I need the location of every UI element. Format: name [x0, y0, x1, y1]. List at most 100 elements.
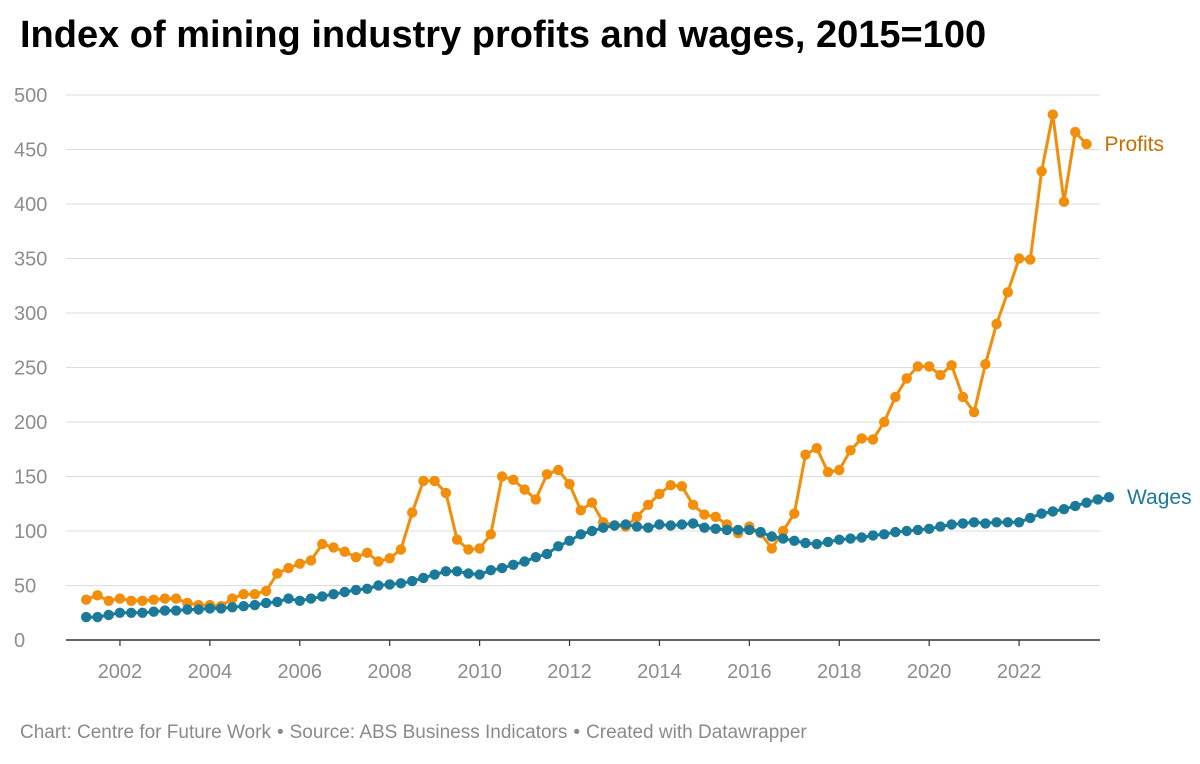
wages-data-point [856, 532, 867, 543]
wages-data-point [260, 597, 272, 609]
profits-data-point [103, 595, 114, 606]
profits-data-point [227, 593, 238, 604]
wages-data-point [373, 580, 384, 591]
profits-data-point [407, 507, 418, 518]
profits-data-point [553, 464, 564, 476]
profits-data-point [1047, 109, 1059, 120]
profits-data-point [631, 511, 643, 522]
x-tick-label: 2004 [188, 661, 233, 683]
y-tick-label: 400 [14, 194, 47, 216]
wages-data-point [1058, 504, 1070, 515]
profits-data-point [541, 469, 553, 480]
wages-data-point [890, 526, 901, 538]
profits-data-point [81, 594, 92, 605]
profits-data-point [395, 544, 407, 555]
wages-data-point [182, 604, 193, 615]
wages-data-point [407, 575, 418, 587]
wages-data-point [980, 518, 991, 529]
wages-data-point [609, 520, 620, 531]
wages-data-point [126, 607, 137, 618]
wages-data-point [755, 526, 766, 538]
x-tick-label: 2008 [367, 661, 412, 683]
wages-data-point [1036, 508, 1047, 519]
profits-data-point [879, 416, 890, 428]
profits-data-point [126, 595, 137, 606]
footer-separator: • [573, 722, 581, 743]
y-tick-label: 50 [14, 576, 36, 598]
profits-data-point [519, 484, 530, 495]
profits-data-point [418, 475, 429, 487]
profits-data-point [339, 546, 350, 557]
wages-data-point [1081, 497, 1092, 508]
profits-data-point [1036, 166, 1047, 177]
y-tick-label: 200 [14, 412, 47, 434]
profits-data-point [676, 481, 688, 492]
y-tick-label: 100 [14, 521, 47, 543]
profits-data-point [451, 534, 463, 545]
profits-data-point [283, 562, 294, 574]
profits-data-point [508, 474, 519, 485]
profits-data-point [822, 466, 834, 478]
wages-data-point [440, 566, 452, 577]
wages-data-point [968, 517, 980, 528]
y-tick-label: 150 [14, 467, 47, 489]
x-tick-label: 2012 [547, 661, 592, 683]
wages-data-point [991, 517, 1002, 528]
chart-footer: Chart: Centre for Future Work • Source: AB… [20, 722, 807, 744]
profits-data-point [1070, 126, 1081, 138]
series [81, 109, 1115, 623]
wages-data-point [249, 599, 260, 611]
wages-data-point [789, 535, 800, 546]
profits-data-point [980, 359, 991, 370]
wages-data-point [676, 519, 688, 530]
wages-data-point [170, 605, 182, 616]
axes: 0 50 100 150 200 250 300 350 400 450 500 2002 2004 20… [14, 85, 1100, 683]
wages-data-point [879, 529, 890, 540]
profits-data-point [586, 497, 598, 508]
wages-data-point [800, 537, 811, 549]
wages-data-point [553, 541, 564, 552]
profits-data-point [789, 508, 800, 519]
profits-data-point [946, 360, 957, 371]
profits-data-point [148, 594, 159, 605]
wages-data-point [227, 602, 238, 613]
profits-data-point [699, 509, 710, 520]
profits-data-point [890, 391, 901, 403]
wages-data-point [92, 611, 103, 623]
profits-data-point [260, 585, 272, 597]
profits-data-point [845, 445, 856, 456]
profits-data-point [384, 553, 395, 564]
wages-data-point [1025, 512, 1036, 524]
wages-data-point [238, 601, 249, 612]
wages-data-point [418, 572, 429, 584]
profits-data-point [1081, 138, 1092, 150]
wages-data-point [631, 521, 643, 532]
x-tick-label: 2006 [278, 661, 323, 683]
wages-data-point [912, 524, 924, 536]
profits-data-point [575, 505, 586, 516]
profits-data-point [305, 555, 317, 566]
profits-data-point [687, 499, 699, 510]
wages-data-point [474, 569, 485, 580]
wages-data-point [901, 525, 912, 537]
profits-data-point [935, 369, 946, 381]
wages-data-point [957, 518, 969, 529]
profits-data-point [856, 433, 867, 444]
wages-data-point [148, 606, 159, 617]
wages-data-point [598, 522, 609, 533]
wages-data-point [305, 593, 317, 604]
wages-data-point [1047, 506, 1059, 517]
profits-data-point [249, 589, 260, 600]
y-tick-label: 350 [14, 249, 47, 271]
y-tick-label: 300 [14, 303, 47, 325]
chart-tool-credit: Created with Datawrapper [586, 722, 807, 743]
profits-data-point [463, 544, 474, 555]
x-tick-label: 2014 [637, 661, 682, 683]
profits-data-point [317, 538, 328, 550]
wages-data-point [710, 523, 721, 534]
profits-data-point [991, 318, 1002, 330]
wages-data-point [620, 519, 631, 530]
profits-data-point [957, 391, 969, 403]
profits-data-point [834, 464, 845, 476]
wages-data-point [654, 519, 665, 530]
